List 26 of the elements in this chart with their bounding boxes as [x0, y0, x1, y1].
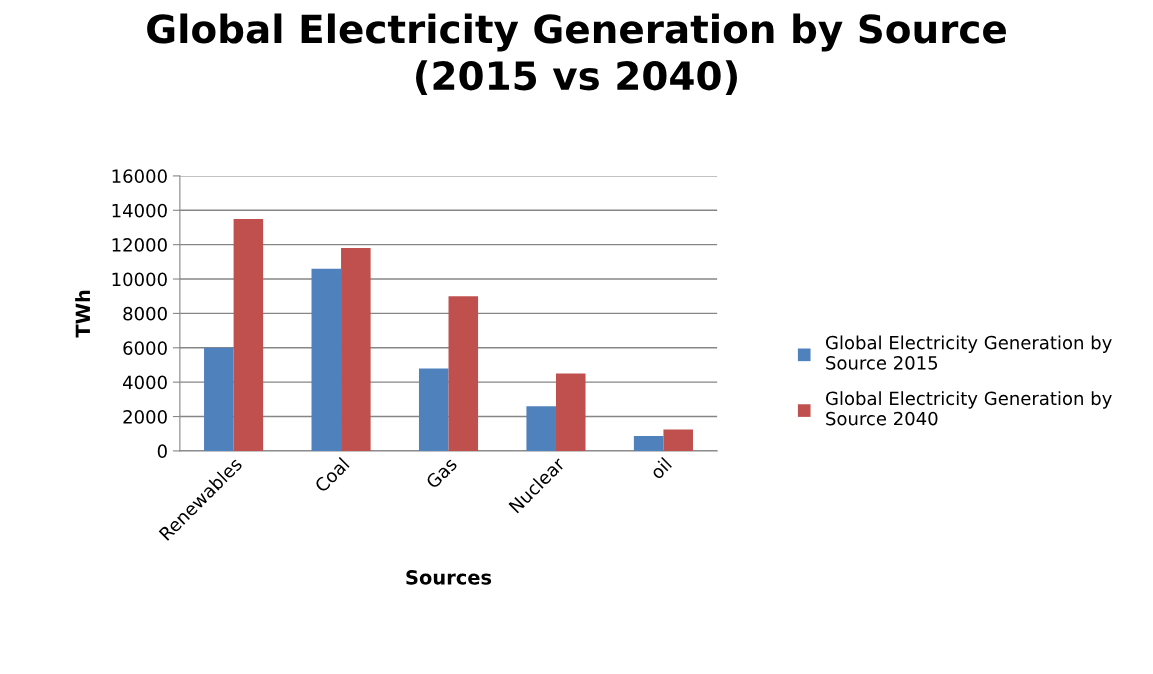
x-axis-title: Sources — [406, 569, 492, 585]
bar — [233, 218, 264, 451]
bar — [555, 373, 586, 451]
x-tick-label: Gas — [425, 456, 458, 490]
bar — [311, 268, 342, 451]
y-tick-label: 6000 — [123, 341, 167, 355]
y-tick-label: 14000 — [112, 203, 167, 218]
chart-title: Global Electricity Generation by Source (2015 vs 2040) — [147, 13, 1006, 95]
y-tick-label: 10000 — [112, 272, 167, 287]
bar — [448, 296, 479, 451]
bar — [418, 368, 449, 451]
y-tick-label: 4000 — [122, 375, 167, 390]
legend-label: Global Electricity Generation by Source 2040 — [825, 391, 1112, 426]
y-tick-label: 8000 — [123, 306, 167, 321]
legend-label: Global Electricity Generation by Source 2015 — [825, 335, 1112, 370]
bar — [633, 435, 664, 451]
y-axis-title: TWh — [75, 290, 90, 338]
bar — [663, 429, 693, 451]
y-tick-label: 2000 — [123, 409, 167, 424]
y-tick-label: 12000 — [112, 238, 167, 252]
y-tick-label: 0 — [157, 444, 167, 459]
y-tick-label: 16000 — [112, 169, 167, 184]
bar — [341, 248, 371, 451]
x-tick-label: oil — [649, 456, 673, 480]
bar — [526, 406, 556, 451]
bar — [204, 347, 234, 451]
